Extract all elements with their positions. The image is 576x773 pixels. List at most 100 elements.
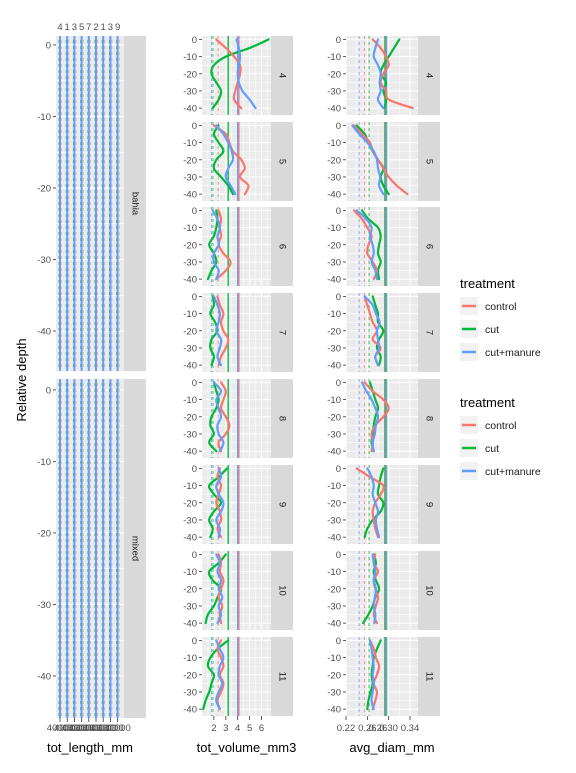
x-tick-label: 40000 (97, 723, 123, 734)
y-tick-label: -30 (183, 86, 197, 97)
y-tick-label: -40 (183, 533, 197, 544)
y-tick-label: -40 (327, 104, 341, 115)
y-tick-label: -20 (327, 240, 341, 251)
x-tick-label: 40000 (76, 723, 102, 734)
series-curve (360, 381, 380, 453)
y-tick-label: -30 (183, 687, 197, 698)
x-tick-label: 0.26 (369, 723, 388, 734)
y-tick-label: 0 (192, 292, 197, 303)
axes-layer: 0-10-20-30-400-10-20-30-404 1 3 5 7 2 1 3 940000… (14, 22, 435, 755)
x-tick-label: 40000 (104, 723, 130, 734)
series-curve (209, 295, 219, 367)
x-tick-label: 0.34 (401, 723, 420, 734)
legend-item-label: cut (485, 443, 499, 455)
facet-strip (271, 36, 293, 115)
y-tick-label: -40 (327, 619, 341, 630)
length-top-label: 1 (65, 22, 70, 33)
y-tick-label: -20 (183, 498, 197, 509)
y-tick-label: -20 (327, 670, 341, 681)
x-tick-label: 2 (211, 723, 216, 734)
legend-title: treatment (460, 276, 515, 291)
y-tick-label: -30 (183, 343, 197, 354)
legend-title: treatment (460, 395, 515, 410)
facet-strip (418, 36, 440, 115)
y-tick-label: -10 (327, 567, 341, 578)
x-tick-label: 0.26 (358, 723, 377, 734)
y-tick-label: -30 (327, 172, 341, 183)
y-tick-label: 0 (192, 206, 197, 217)
facet-strip (271, 465, 293, 544)
facet-strip-label: 5 (423, 159, 434, 164)
y-tick-label: -30 (183, 429, 197, 440)
facet-strip (271, 207, 293, 286)
y-tick-label: 0 (192, 121, 197, 132)
y-tick-label: -40 (327, 533, 341, 544)
y-tick-label: -10 (183, 481, 197, 492)
facet-strip (418, 122, 440, 201)
y-tick-label: -20 (183, 412, 197, 423)
x-tick-label: 40000 (83, 723, 109, 734)
legend: treatment control cut cut+manure (460, 395, 541, 480)
y-tick-label: 0 (336, 636, 341, 647)
y-tick-label: -40 (37, 672, 51, 683)
facet-strip-label: 5 (276, 159, 287, 164)
y-tick-label: -10 (327, 653, 341, 664)
y-tick-label: -40 (183, 361, 197, 372)
series-curve (207, 467, 229, 539)
x-tick-label: 40000 (68, 723, 94, 734)
y-tick-label: -30 (37, 255, 51, 266)
facet-strip-label: 10 (423, 585, 434, 596)
facet-panel (201, 36, 271, 115)
y-tick-label: -10 (327, 309, 341, 320)
series-curve (215, 38, 243, 110)
facet-panel (201, 207, 271, 286)
facet-panel-bg (346, 122, 418, 201)
x-axis-title: tot_volume_mm3 (197, 740, 297, 755)
facet-strip (271, 122, 293, 201)
y-tick-label: -10 (183, 138, 197, 149)
facet-panel (345, 637, 418, 716)
y-tick-label: 0 (192, 378, 197, 389)
facet-panel-bg (346, 551, 418, 630)
length-top-label: 7 (86, 22, 91, 33)
facet-strip-label: 10 (276, 585, 287, 596)
y-tick-label: -20 (183, 155, 197, 166)
y-tick-label: -20 (183, 69, 197, 80)
y-tick-label: 0 (336, 378, 341, 389)
facet-panel-bg (346, 207, 418, 286)
series-curve (212, 381, 225, 453)
y-tick-label: -20 (327, 155, 341, 166)
x-tick-label: 40000 (90, 723, 116, 734)
facet-panel (201, 465, 271, 544)
facet-panel (201, 122, 271, 201)
y-tick-label: -40 (183, 275, 197, 286)
facet-strip-label: 4 (423, 73, 434, 78)
facet-strip (418, 551, 440, 630)
series-curve (235, 38, 257, 110)
facet-strip (271, 637, 293, 716)
legend: treatment control cut cut+manure (460, 276, 541, 361)
y-tick-label: -40 (327, 447, 341, 458)
facet-panel (201, 379, 271, 458)
y-tick-label: 0 (192, 35, 197, 46)
facet-panel (345, 207, 418, 286)
y-tick-label: -30 (183, 257, 197, 268)
y-tick-label: -30 (327, 601, 341, 612)
series-curve (366, 467, 381, 539)
facet-strip (271, 551, 293, 630)
legend-item-label: control (485, 420, 517, 432)
y-tick-label: -10 (327, 223, 341, 234)
x-tick-label: 0.22 (337, 723, 356, 734)
y-tick-label: -20 (37, 184, 51, 195)
y-tick-label: -40 (183, 447, 197, 458)
facet-strip (418, 293, 440, 372)
y-tick-label: -10 (183, 223, 197, 234)
length-top-label: 9 (115, 22, 120, 33)
x-tick-label: 40000 (47, 723, 73, 734)
series-curve (351, 124, 385, 196)
y-tick-label: -20 (37, 529, 51, 540)
series-curve (210, 38, 270, 110)
facet-strip-label: 9 (276, 502, 287, 507)
y-tick-label: -30 (327, 86, 341, 97)
